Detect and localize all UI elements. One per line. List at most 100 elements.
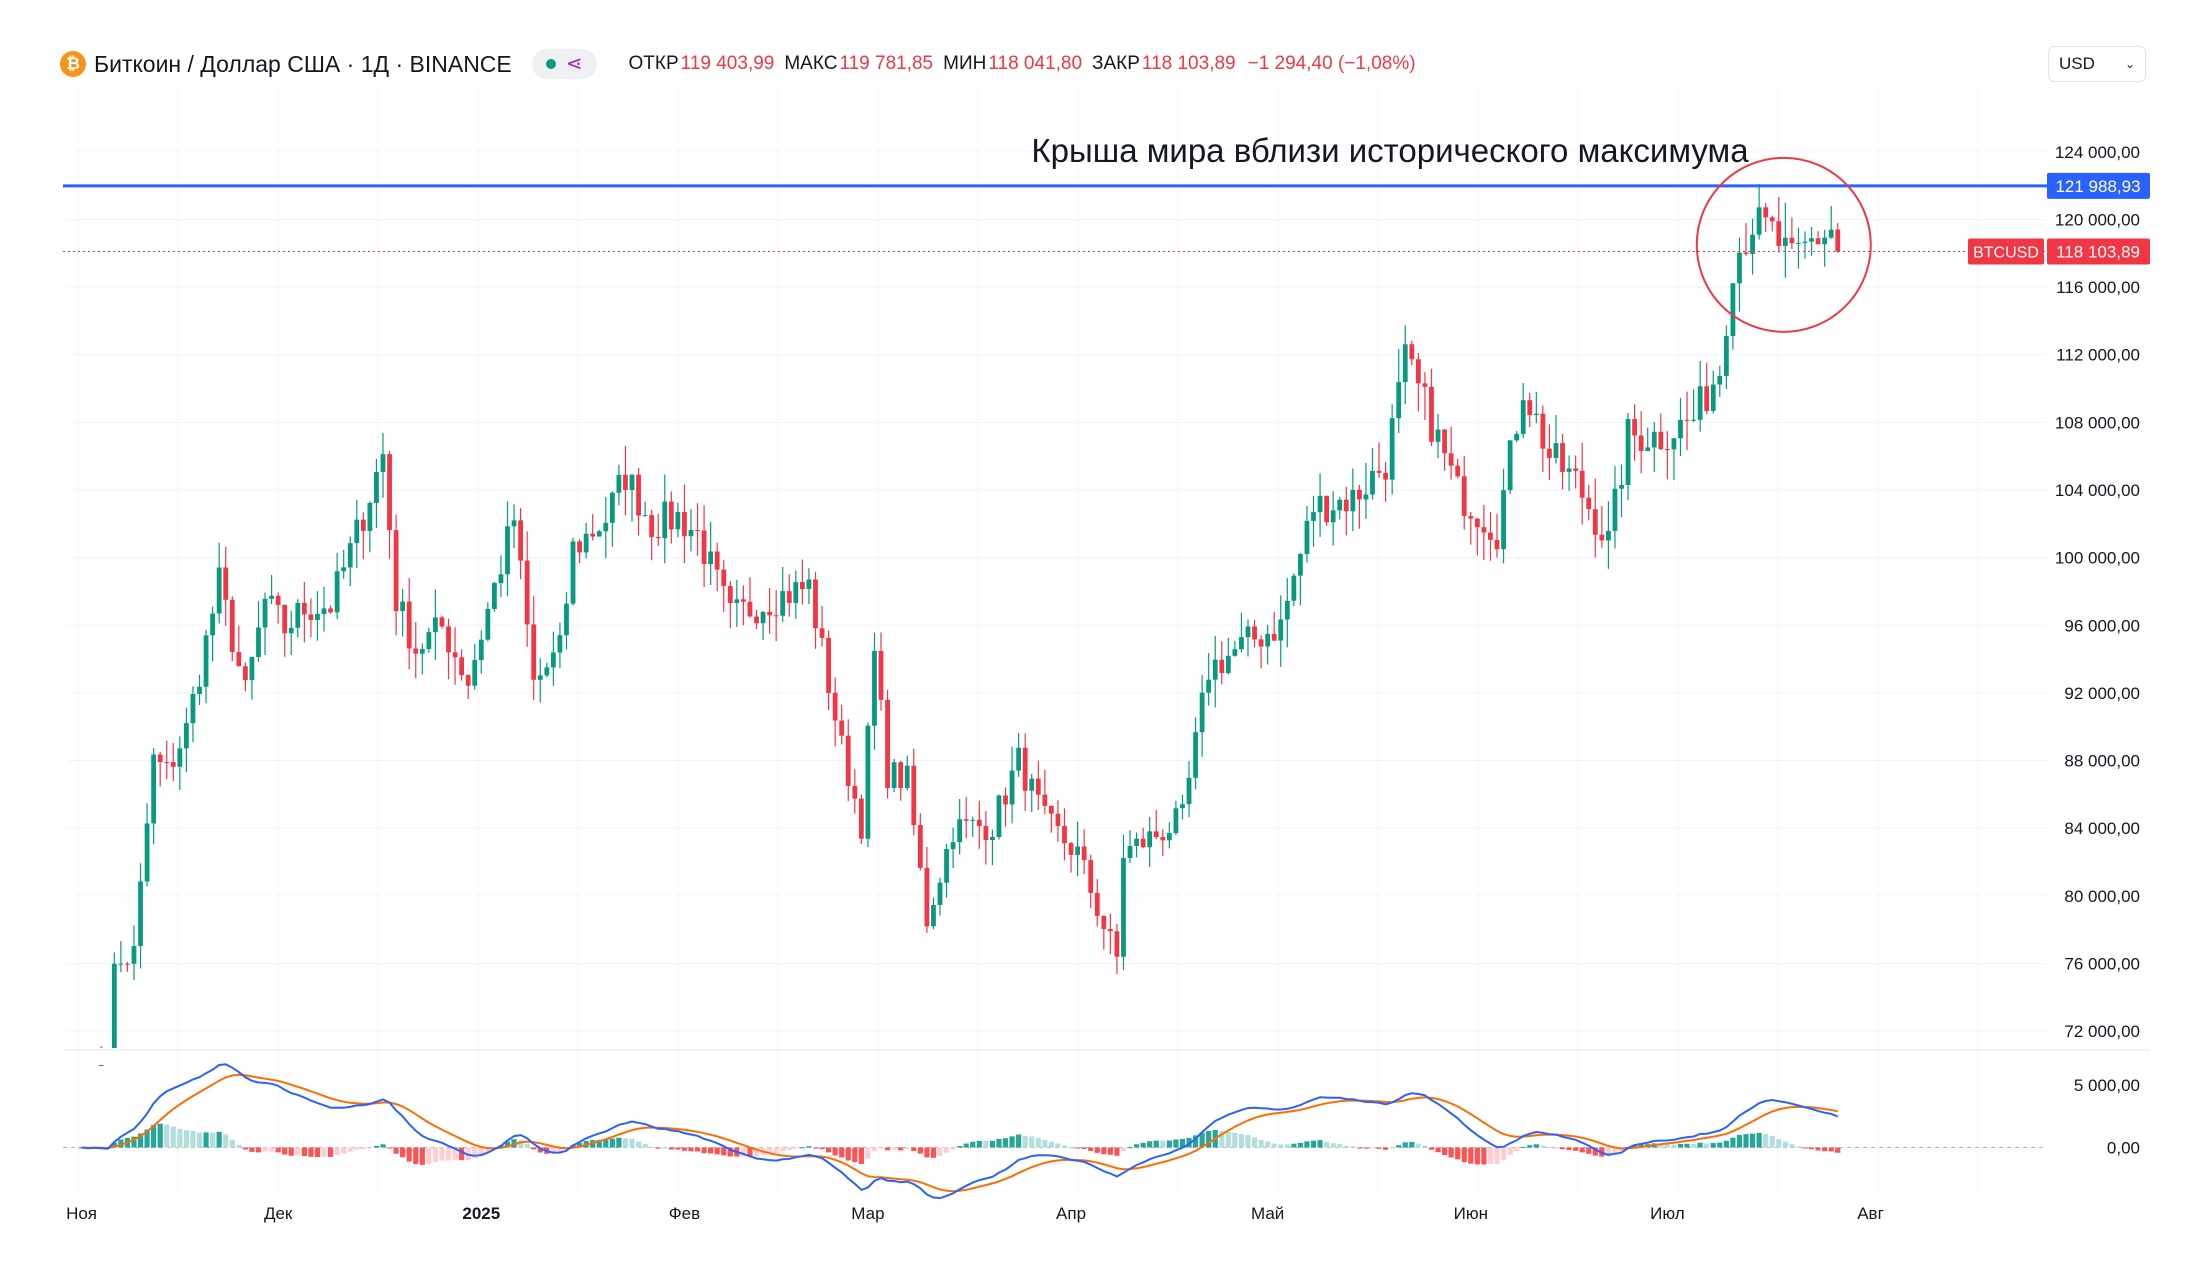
candle-up xyxy=(1566,468,1572,472)
axes: 124 000,00 120 000,00 116 000,00 112 000,00… xyxy=(66,143,2150,1223)
candle-down xyxy=(1153,831,1159,838)
macd-histogram-bar xyxy=(282,1147,288,1155)
macd-histogram-bar xyxy=(996,1138,1002,1148)
candle-down xyxy=(1527,400,1533,416)
macd-histogram-bar xyxy=(1055,1143,1061,1148)
candle-up xyxy=(1723,336,1729,376)
macd-histogram-bar xyxy=(1441,1147,1448,1156)
candle-up xyxy=(970,819,976,821)
candle-up xyxy=(1147,831,1153,848)
macd-histogram-bar xyxy=(216,1131,222,1148)
candle-down xyxy=(786,591,792,603)
macd-histogram-bar xyxy=(819,1147,825,1150)
candle-down xyxy=(1638,435,1644,451)
macd-histogram-bar xyxy=(1697,1142,1703,1148)
candle-up xyxy=(1245,626,1251,638)
candle-up xyxy=(1330,510,1336,523)
macd-histogram-bar xyxy=(236,1144,242,1148)
macd-histogram-bar xyxy=(472,1147,478,1159)
candle-down xyxy=(1252,626,1257,640)
macd-histogram-bar xyxy=(1396,1145,1402,1148)
candle-up xyxy=(1186,777,1192,805)
candle-down xyxy=(1324,495,1330,523)
candle-down xyxy=(1586,497,1592,510)
candle-up xyxy=(1239,637,1244,650)
candle-down xyxy=(236,652,242,667)
open-label: ОТКР xyxy=(628,53,679,74)
macd-histogram-bar xyxy=(649,1146,655,1148)
macd-signal-line xyxy=(81,1073,1838,1193)
candle-down xyxy=(1684,419,1690,421)
candle-up xyxy=(1796,242,1801,244)
candle-up xyxy=(295,603,301,628)
macd-histogram-bar xyxy=(1133,1144,1140,1148)
status-pill[interactable]: ⋖ xyxy=(531,49,597,79)
macd-histogram-bar xyxy=(1310,1140,1317,1148)
macd-histogram-bar xyxy=(1284,1144,1290,1148)
candle-up xyxy=(708,551,714,565)
macd-histogram-bar xyxy=(911,1147,917,1151)
candle-down xyxy=(1343,499,1349,512)
candle-down xyxy=(649,515,655,537)
candle-down xyxy=(695,529,700,531)
last-price-badge xyxy=(2047,238,2150,265)
candle-up xyxy=(1396,382,1402,419)
macd-histogram-bar xyxy=(1343,1145,1349,1148)
macd-histogram-bar xyxy=(622,1138,629,1148)
candle-up xyxy=(957,819,963,843)
macd-histogram-bar xyxy=(380,1144,386,1148)
candle-down xyxy=(242,666,248,681)
macd-histogram-bar xyxy=(1527,1145,1533,1148)
macd-histogram-bar xyxy=(1638,1144,1644,1148)
candle-down xyxy=(799,582,805,590)
candle-up xyxy=(1298,554,1303,576)
macd-histogram-bar xyxy=(550,1147,556,1154)
candle-up xyxy=(1651,431,1657,448)
candle-down xyxy=(1835,229,1841,252)
macd-histogram-bar xyxy=(898,1147,904,1151)
macd-histogram-bar xyxy=(1481,1147,1487,1165)
symbol-title[interactable]: Биткоин / Доллар США · 1Д · BINANCE xyxy=(94,50,512,77)
macd-histogram-bar xyxy=(1822,1147,1828,1152)
candle-down xyxy=(1383,472,1388,480)
candle-up xyxy=(321,608,327,614)
macd-histogram-bar xyxy=(1612,1147,1618,1154)
share-icon[interactable]: ⋖ xyxy=(565,53,583,75)
macd-histogram-bar xyxy=(419,1147,425,1165)
candle-down xyxy=(911,765,917,826)
candle-down xyxy=(826,637,831,693)
macd-histogram-bar xyxy=(596,1139,602,1148)
macd-histogram-bar xyxy=(747,1147,753,1157)
candle-up xyxy=(419,648,425,654)
macd-histogram-bar xyxy=(413,1147,419,1165)
price-tick-label: 120 000,00 xyxy=(2055,210,2140,229)
candle-up xyxy=(1612,488,1618,531)
candle-down xyxy=(282,605,288,634)
macd-histogram-bar xyxy=(609,1138,615,1148)
currency-value: USD xyxy=(2059,54,2095,73)
macd-histogram-bar xyxy=(223,1134,229,1148)
macd-histogram-bar xyxy=(137,1133,144,1148)
candle-up xyxy=(1435,429,1441,442)
candle-up xyxy=(990,837,995,840)
close-value: 118 103,89 xyxy=(1141,53,1236,74)
candle-up xyxy=(662,501,668,539)
candle-down xyxy=(1088,860,1094,893)
candle-down xyxy=(845,735,851,786)
candle-down xyxy=(858,798,864,839)
candle-up xyxy=(1691,419,1696,421)
candle-up xyxy=(1809,238,1814,242)
candle-down xyxy=(1461,476,1467,517)
candle-up xyxy=(131,946,137,964)
candle-up xyxy=(1671,438,1677,450)
macd-histogram-bar xyxy=(1579,1147,1585,1153)
candle-down xyxy=(976,819,982,826)
candle-up xyxy=(190,693,196,724)
macd-histogram-bar xyxy=(701,1147,707,1154)
macd-histogram-bar xyxy=(111,1142,117,1148)
currency-select[interactable]: USD ⌄ xyxy=(2048,46,2146,82)
macd-histogram-bar xyxy=(1225,1131,1231,1148)
ohlc-readout: ОТКР 119 403,99 МАКС 119 781,85 МИН 118 … xyxy=(619,53,1416,75)
candle-up xyxy=(1232,649,1238,656)
